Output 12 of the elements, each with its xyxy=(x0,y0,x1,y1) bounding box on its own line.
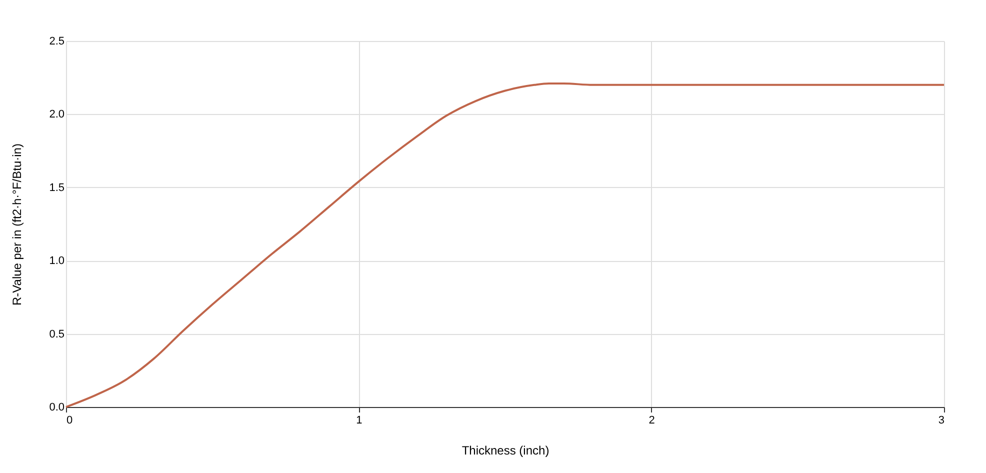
x-tick-label: 1 xyxy=(356,414,362,426)
y-axis-title: R-Value per in (ft2·h·°F/Btu·in) xyxy=(10,144,24,306)
y-tick-label: 1.5 xyxy=(49,182,64,194)
x-tick-label: 0 xyxy=(66,414,73,426)
y-tick-label: 0.0 xyxy=(49,402,64,414)
y-tick-label: 2.5 xyxy=(49,36,64,48)
y-tick-label: 0.5 xyxy=(49,328,64,340)
x-axis-title: Thickness (inch) xyxy=(462,444,550,458)
y-tick-label: 2.0 xyxy=(49,108,64,121)
x-tick-label: 2 xyxy=(648,414,655,426)
y-tick-label: 1.0 xyxy=(49,255,64,268)
x-tick-label: 3 xyxy=(938,414,944,426)
